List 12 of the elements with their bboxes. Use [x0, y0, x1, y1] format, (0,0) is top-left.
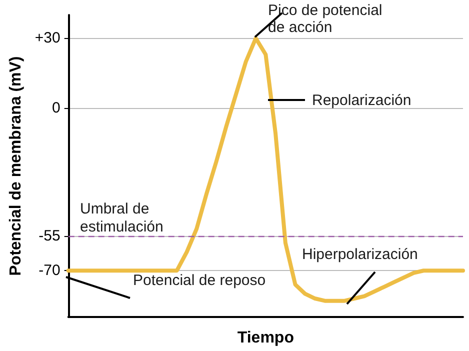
- annotation: Hiperpolarización: [302, 246, 418, 263]
- y-tick-label: -55: [38, 227, 60, 244]
- annotation: Potencial de reposo: [133, 272, 266, 289]
- y-tick-label: 0: [52, 99, 60, 116]
- x-axis-title: Tiempo: [237, 330, 294, 346]
- annotation: Repolarización: [312, 92, 412, 109]
- ref-line-label: Umbral de estimulación: [80, 200, 164, 236]
- y-tick-label: +30: [34, 30, 60, 47]
- line-series: [66, 36, 465, 303]
- annotation: Pico de potencial de acción: [268, 2, 386, 36]
- y-tick-label: -70: [38, 262, 60, 280]
- y-axis-title: Potencial de membrana (mV): [8, 56, 24, 276]
